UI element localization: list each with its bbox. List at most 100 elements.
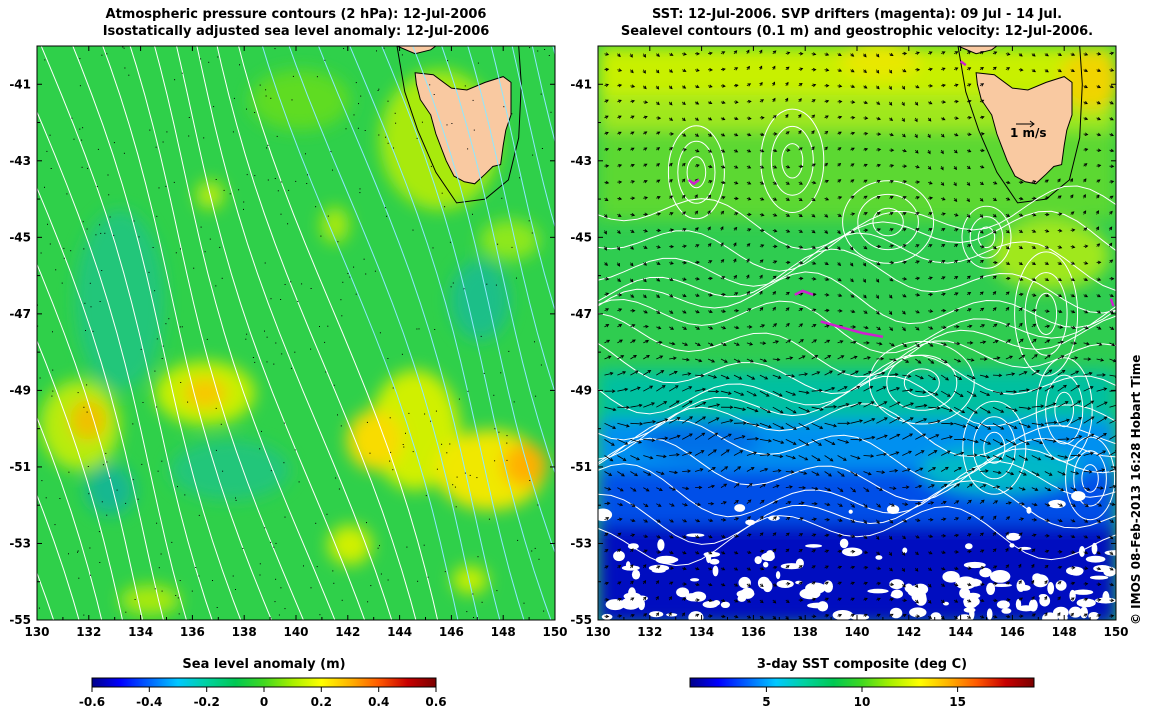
velocity-arrowhead <box>968 132 972 136</box>
velocity-arrowhead <box>684 503 688 507</box>
sea-level-anomaly-map[interactable]: Tasmania 130 132 134 136 138 140 142 144 146 148 1… <box>0 36 865 639</box>
velocity-arrow <box>876 342 882 345</box>
velocity-arrow <box>656 471 665 475</box>
velocity-arrowhead <box>928 244 933 248</box>
velocity-arrowhead <box>929 343 934 347</box>
velocity-arrow <box>811 389 822 392</box>
velocity-arrowhead <box>689 433 693 437</box>
velocity-arrowhead <box>1096 535 1101 539</box>
velocity-arrow <box>604 355 611 360</box>
velocity-arrow <box>1083 416 1095 424</box>
data-dot <box>254 112 256 113</box>
sst-map[interactable]: Tasmania 1 m/s 130 132 134 136 138 140 142 144 1… <box>570 40 1129 639</box>
velocity-arrowhead <box>618 68 623 72</box>
velocity-arrow <box>707 374 717 378</box>
velocity-arrowhead <box>1066 418 1070 423</box>
velocity-arrowhead <box>642 596 647 601</box>
data-dot <box>538 558 540 560</box>
velocity-arrowhead <box>799 67 804 71</box>
velocity-arrowhead <box>867 471 872 476</box>
velocity-arrowhead <box>994 260 998 265</box>
velocity-arrowhead <box>953 182 957 187</box>
velocity-arrow <box>772 470 781 472</box>
velocity-arrowhead <box>838 131 842 135</box>
velocity-arrowhead <box>838 84 843 88</box>
data-dot <box>330 151 332 153</box>
velocity-arrowhead <box>740 392 745 396</box>
velocity-arrowhead <box>630 564 634 568</box>
velocity-arrowhead <box>624 441 629 445</box>
velocity-arrowhead <box>790 470 795 474</box>
data-dot <box>245 338 247 340</box>
velocity-arrowhead <box>1090 400 1095 404</box>
velocity-arrowhead <box>980 307 985 312</box>
velocity-arrowhead <box>877 212 881 216</box>
velocity-arrowhead <box>942 325 947 330</box>
velocity-arrowhead <box>812 277 817 281</box>
velocity-arrowhead <box>1019 322 1023 327</box>
data-dot <box>446 124 448 126</box>
data-dot <box>99 224 101 226</box>
data-dot <box>156 215 158 217</box>
velocity-arrow <box>850 455 860 459</box>
velocity-arrow <box>798 373 808 376</box>
data-dot <box>193 267 195 269</box>
cloud-gap <box>763 561 769 568</box>
velocity-arrowhead <box>696 260 700 265</box>
velocity-arrow <box>694 358 702 362</box>
data-dot <box>208 61 210 63</box>
velocity-arrowhead <box>605 324 610 328</box>
velocity-arrow <box>1109 404 1116 408</box>
velocity-arrowhead <box>941 244 946 248</box>
data-dot <box>506 459 508 461</box>
velocity-arrowhead <box>771 81 776 86</box>
velocity-arrowhead <box>1009 486 1014 490</box>
velocity-arrowhead <box>918 484 923 489</box>
velocity-arrow <box>863 487 869 492</box>
velocity-arrowhead <box>915 244 920 248</box>
velocity-arrowhead <box>915 327 920 331</box>
velocity-arrow <box>1005 455 1015 461</box>
velocity-arrowhead <box>927 134 931 139</box>
velocity-arrow <box>707 467 716 472</box>
velocity-arrowhead <box>759 306 764 311</box>
velocity-arrowhead <box>1097 598 1102 602</box>
velocity-arrowhead <box>954 259 959 264</box>
velocity-arrowhead <box>1084 68 1089 72</box>
velocity-arrowhead <box>837 230 841 235</box>
velocity-arrowhead <box>812 245 816 249</box>
velocity-arrowhead <box>863 310 868 314</box>
velocity-arrowhead <box>604 214 608 219</box>
velocity-arrowhead <box>617 278 622 282</box>
velocity-arrowhead <box>1045 229 1050 233</box>
data-dot <box>402 444 404 445</box>
velocity-arrowhead <box>785 616 789 620</box>
velocity-arrowhead <box>1095 210 1099 214</box>
velocity-arrowhead <box>607 355 612 359</box>
cloud-gap <box>890 592 903 598</box>
shelf-contour <box>396 46 522 204</box>
velocity-arrowhead <box>812 533 817 537</box>
eddy-contour <box>886 354 958 411</box>
data-dot <box>68 471 70 473</box>
velocity-arrowhead <box>883 452 887 457</box>
velocity-arrow <box>681 400 693 408</box>
velocity-arrow <box>1083 487 1090 491</box>
cloud-gap <box>1073 589 1094 595</box>
velocity-arrowhead <box>942 500 947 505</box>
velocity-arrowhead <box>1009 355 1013 359</box>
velocity-arrowhead <box>772 50 777 54</box>
velocity-arrow <box>811 455 821 461</box>
velocity-arrow <box>850 370 859 376</box>
velocity-arrowhead <box>722 84 726 88</box>
velocity-arrowhead <box>955 566 959 571</box>
velocity-arrowhead <box>618 99 622 103</box>
data-dot <box>82 127 84 129</box>
velocity-arrowhead <box>980 99 985 103</box>
velocity-arrow <box>746 342 753 345</box>
velocity-arrowhead <box>850 195 855 199</box>
velocity-arrowhead <box>985 469 989 473</box>
velocity-arrowhead <box>854 473 858 477</box>
velocity-arrowhead <box>682 597 687 601</box>
velocity-arrowhead <box>1084 277 1089 281</box>
